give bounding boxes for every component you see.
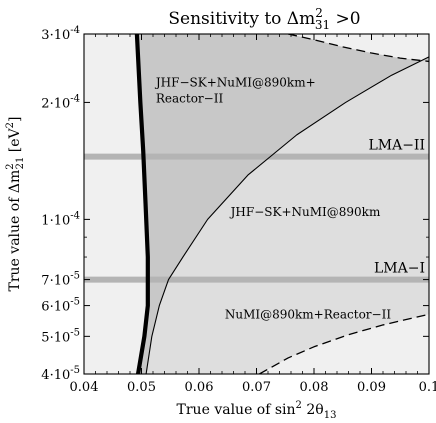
y-tick-label: 5·10-5 — [41, 327, 80, 345]
y-axis-label: True value of Δm221 [eV2] — [5, 117, 26, 292]
plot-fills — [84, 34, 429, 374]
curve-3 — [259, 313, 429, 374]
chart-title: Sensitivity to Δm2 31 >0 — [168, 6, 360, 32]
y-tick-label: 6·10-5 — [41, 297, 80, 315]
x-tick-label: 0.04 — [70, 380, 99, 395]
y-tick-label: 4·10-5 — [41, 365, 80, 383]
y-tick-label: 1·10-4 — [41, 210, 80, 228]
x-tick-label: 0.05 — [127, 380, 156, 395]
curve-1 — [134, 34, 150, 374]
x-tick-label: 0.06 — [185, 380, 214, 395]
curve-4 — [287, 34, 429, 63]
region-label-3: NuMI@890km+Reactor−II — [225, 308, 391, 322]
region-label-2: JHF−SK+NuMI@890km — [229, 205, 381, 219]
y-tick-label: 2·10-4 — [41, 93, 80, 111]
axis-ticks — [83, 33, 430, 375]
lma-label-1: LMA−II — [368, 138, 425, 154]
region-label-1: JHF−SK+NuMI@890km+ — [154, 75, 316, 89]
x-tick-label: 0.09 — [357, 380, 386, 395]
curve-2 — [145, 56, 429, 374]
x-tick-label: 0.08 — [300, 380, 329, 395]
x-tick-label: 0.1 — [419, 380, 436, 395]
curves — [134, 34, 429, 374]
dark-region-fill — [136, 34, 429, 374]
region-label-1: Reactor−II — [156, 91, 224, 105]
lma-label-2: LMA−I — [374, 261, 425, 277]
y-tick-label: 3·10-4 — [41, 25, 80, 43]
x-axis-label: True value of sin2 2θ13 — [177, 400, 337, 421]
text-labels: 0.04 0.05 0.06 0.07 0.08 0.09 0.1 4·10-5 5·10-5 6… — [5, 6, 436, 421]
y-tick-label: 7·10-5 — [41, 271, 80, 289]
x-tick-label: 0.07 — [242, 380, 271, 395]
